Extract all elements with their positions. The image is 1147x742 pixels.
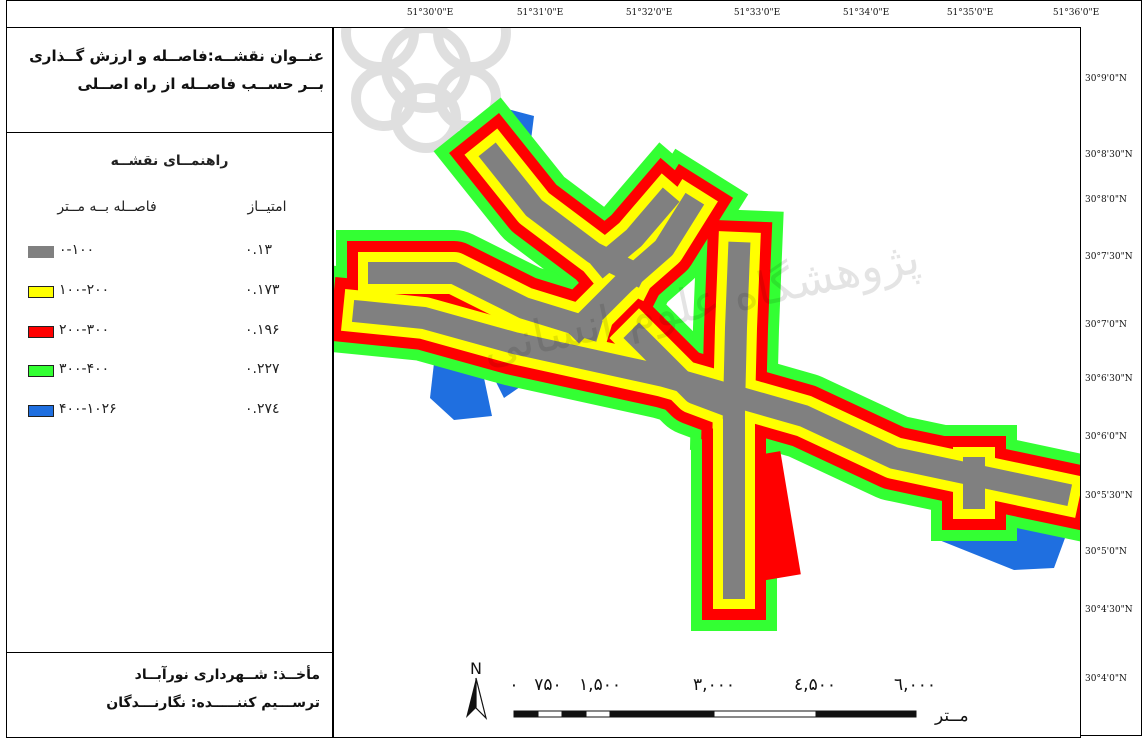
latitude-label: 30°8'0"N (1085, 195, 1127, 205)
latitude-label: 30°7'30"N (1085, 252, 1133, 262)
legend-range: ۳۰۰-۴۰۰ (59, 361, 110, 377)
north-arrow (466, 677, 488, 720)
scale-unit: مــتر (935, 706, 969, 726)
latitude-label: 30°6'0"N (1085, 432, 1127, 442)
scale-tick-label: ٤,۵۰۰ (794, 675, 836, 695)
scale-tick-label: ۱,۵۰۰ (579, 675, 621, 695)
legend-swatch-blue (28, 405, 54, 417)
legend-score: ۰.۱۷۳ (245, 282, 280, 298)
latitude-label: 30°5'30"N (1085, 491, 1133, 501)
latitude-label: 30°5'0"N (1085, 547, 1127, 557)
legend-row: ۱۰۰-۲۰۰ ۰.۱۷۳ (7, 282, 332, 306)
source-line: مأخــذ: شــهرداری نورآبــاد (134, 667, 320, 683)
score-header: امتیــاز (247, 199, 287, 215)
longitude-label: 51°33'0"E (733, 8, 781, 18)
legend-score: ۰.۱۳ (245, 242, 273, 258)
latitude-label: 30°7'0"N (1085, 320, 1127, 330)
watermark-emblem (341, 28, 511, 153)
legend-score: ۰.۲۷٤ (245, 401, 280, 417)
legend-swatch-gray (28, 246, 54, 258)
distance-header: فاصــله بــه مــتر (57, 199, 157, 215)
legend-row: ۴۰۰-۱۰۲۶ ۰.۲۷٤ (7, 401, 332, 425)
scale-tick-label: ۷۵۰ (534, 675, 562, 695)
legend-swatch-yellow (28, 286, 54, 298)
north-label: N (470, 659, 482, 678)
legend-swatch-red (28, 326, 54, 338)
legend-score: ۰.۱۹۶ (245, 322, 280, 338)
legend-range: ۴۰۰-۱۰۲۶ (59, 401, 117, 417)
side-panel: عنــوان نقشــه:فاصــله و ارزش گــذاری بـ… (6, 27, 333, 738)
road-buffer-map: پژوهشگاه علوم انسانی N (334, 28, 1080, 720)
map-title: عنــوان نقشــه:فاصــله و ارزش گــذاری بـ… (7, 28, 332, 133)
latitude-label: 30°4'0"N (1085, 674, 1127, 684)
scale-bar (513, 710, 917, 718)
zone-0-100 (351, 142, 1073, 599)
legend-score: ۰.۲۲۷ (245, 361, 280, 377)
longitude-label: 51°35'0"E (946, 8, 994, 18)
legend-row: ۲۰۰-۳۰۰ ۰.۱۹۶ (7, 322, 332, 346)
scale-tick-label: ٦,۰۰۰ (894, 675, 936, 695)
legend-range: ۲۰۰-۳۰۰ (59, 322, 110, 338)
legend-range: ۱۰۰-۲۰۰ (59, 282, 110, 298)
longitude-label: 51°31'0"E (516, 8, 564, 18)
legend-heading: راهنمــای نقشــه (110, 153, 229, 169)
legend-row: ۳۰۰-۴۰۰ ۰.۲۲۷ (7, 361, 332, 385)
scale-tick-label: ۳,۰۰۰ (693, 675, 735, 695)
longitude-label: 51°32'0"E (625, 8, 673, 18)
latitude-label: 30°8'30"N (1085, 150, 1133, 160)
longitude-label: 51°36'0"E (1052, 8, 1100, 18)
legend-swatch-green (28, 365, 54, 377)
author-line: ترســـیم کننـــــده: نگارنـــدگان (106, 695, 320, 711)
latitude-label: 30°6'30"N (1085, 374, 1133, 384)
longitude-label: 51°30'0"E (406, 8, 454, 18)
source-credits: مأخــذ: شــهرداری نورآبــاد ترســـیم کنن… (7, 653, 332, 738)
longitude-label: 51°34'0"E (842, 8, 890, 18)
latitude-label: 30°9'0"N (1085, 74, 1127, 84)
map-canvas: پژوهشگاه علوم انسانی N (333, 27, 1081, 738)
scale-tick-label: ۰ (509, 675, 519, 695)
legend-row: ۰-۱۰۰ ۰.۱۳ (7, 242, 332, 266)
legend-range: ۰-۱۰۰ (59, 242, 95, 258)
latitude-label: 30°4'30"N (1085, 605, 1133, 615)
legend: راهنمــای نقشــه فاصــله بــه مــتر امتی… (7, 133, 332, 653)
